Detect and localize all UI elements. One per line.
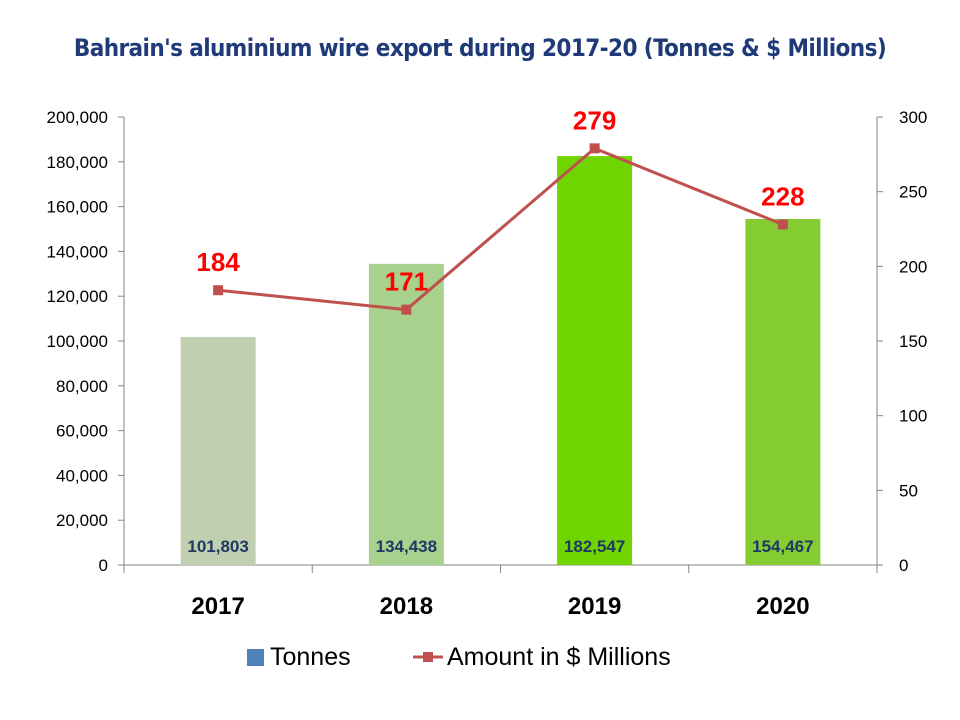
line-marker-2019 [589, 143, 600, 154]
left-tick-label: 160,000 [47, 198, 108, 217]
bar-label: 101,803 [187, 537, 248, 556]
left-tick-label: 60,000 [56, 422, 108, 441]
left-tick-label: 0 [99, 556, 108, 575]
left-tick-label: 100,000 [47, 332, 108, 351]
left-tick-label: 120,000 [47, 287, 108, 306]
legend-amount-label: Amount in $ Millions [447, 643, 671, 671]
bar-2017 [180, 336, 256, 565]
right-tick-label: 0 [899, 556, 908, 575]
line-marker-2017 [213, 285, 224, 296]
legend-tonnes-label: Tonnes [270, 643, 351, 671]
x-tick-label: 2017 [191, 593, 244, 620]
right-tick-label: 50 [899, 481, 918, 500]
right-tick-label: 200 [899, 257, 927, 276]
x-tick-label: 2018 [380, 593, 433, 620]
right-tick-label: 100 [899, 407, 927, 426]
line-label: 228 [761, 182, 804, 212]
bar-2019 [557, 156, 633, 565]
line-label: 279 [573, 105, 616, 135]
left-tick-label: 180,000 [47, 153, 108, 172]
left-tick-label: 140,000 [47, 242, 108, 261]
line-label: 184 [196, 247, 240, 277]
left-tick-label: 80,000 [56, 377, 108, 396]
line-label: 171 [385, 267, 428, 297]
line-amount [217, 146, 784, 312]
right-tick-label: 250 [899, 183, 927, 202]
right-tick-label: 300 [899, 108, 927, 127]
legend-amount-marker [423, 652, 433, 662]
line-marker-2018 [401, 304, 412, 315]
bar-label: 134,438 [376, 537, 437, 556]
chart-title: Bahrain's aluminium wire export during 2… [73, 34, 887, 62]
line-marker-2020 [777, 219, 788, 230]
right-tick-label: 150 [899, 332, 927, 351]
bar-label: 154,467 [752, 537, 813, 556]
bar-2020 [745, 218, 821, 565]
bar-label: 182,547 [564, 537, 625, 556]
left-tick-label: 40,000 [56, 466, 108, 485]
x-tick-label: 2019 [568, 593, 621, 620]
left-tick-label: 200,000 [47, 108, 108, 127]
left-tick-label: 20,000 [56, 511, 108, 530]
legend-tonnes-swatch [247, 649, 264, 666]
x-tick-label: 2020 [756, 593, 809, 620]
